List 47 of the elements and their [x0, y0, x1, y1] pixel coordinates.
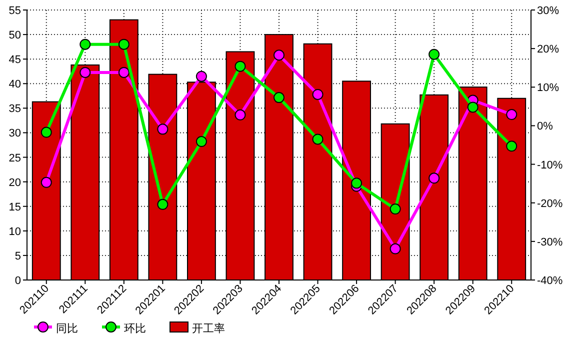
point [80, 38, 91, 50]
point [118, 66, 130, 78]
point [428, 48, 440, 60]
point [118, 38, 130, 50]
y2-tick-label: 30% [537, 5, 560, 17]
y-tick-label: 55 [8, 5, 21, 17]
legend-label: 同比 [56, 322, 78, 335]
point [506, 109, 518, 120]
point [390, 243, 401, 254]
y-tick-label: 40 [8, 78, 21, 91]
y-tick-label: 45 [8, 54, 21, 66]
point [196, 136, 207, 148]
y2-tick-label: -30% [537, 236, 563, 248]
point [40, 176, 52, 188]
point [274, 50, 284, 61]
point [274, 92, 284, 104]
y-tick-label: 0 [14, 275, 21, 287]
y-tick-label: 50 [8, 30, 21, 42]
point [390, 204, 401, 215]
y-tick-label: 20 [8, 176, 21, 189]
y2-tick-label: 20% [537, 44, 560, 56]
y-tick-label: 10 [8, 226, 21, 238]
point [234, 60, 246, 72]
y2-tick-label: -40% [537, 275, 563, 287]
point [157, 124, 168, 135]
point [40, 126, 52, 138]
point [506, 140, 518, 152]
y2-tick-label: 0% [537, 120, 554, 133]
point [196, 70, 207, 82]
point [80, 66, 91, 78]
point [312, 134, 324, 145]
y-tick-label: 15 [8, 201, 21, 214]
y2-tick-label: -20% [537, 198, 563, 210]
point [428, 172, 440, 184]
y-tick-label: 30 [8, 128, 21, 140]
point [467, 102, 478, 113]
y2-tick-label: 10% [537, 82, 560, 94]
legend-label: 环比 [124, 322, 146, 335]
point [157, 198, 168, 210]
point [312, 88, 324, 100]
y2-tick-label: -10% [537, 159, 563, 172]
legend-label: 开工率 [192, 322, 225, 335]
point [351, 178, 362, 189]
y-tick-label: 5 [14, 250, 21, 262]
y-tick-label: 25 [8, 152, 21, 164]
y-tick-label: 35 [8, 103, 21, 116]
point [234, 109, 246, 120]
